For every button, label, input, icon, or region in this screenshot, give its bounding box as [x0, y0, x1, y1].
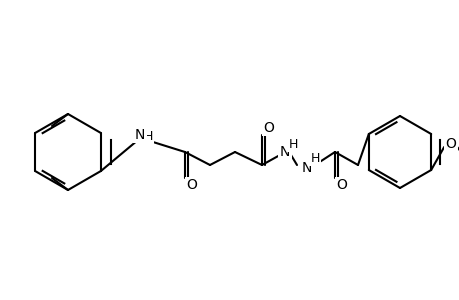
Text: N: N	[279, 145, 290, 159]
Text: O: O	[186, 178, 197, 192]
Text: O: O	[263, 121, 274, 135]
Text: O: O	[336, 178, 347, 192]
Text: O: O	[445, 137, 456, 151]
Text: H: H	[143, 130, 152, 143]
Text: N: N	[301, 161, 312, 175]
Text: N: N	[134, 128, 145, 142]
Text: H: H	[310, 152, 319, 164]
Text: H: H	[288, 137, 297, 151]
